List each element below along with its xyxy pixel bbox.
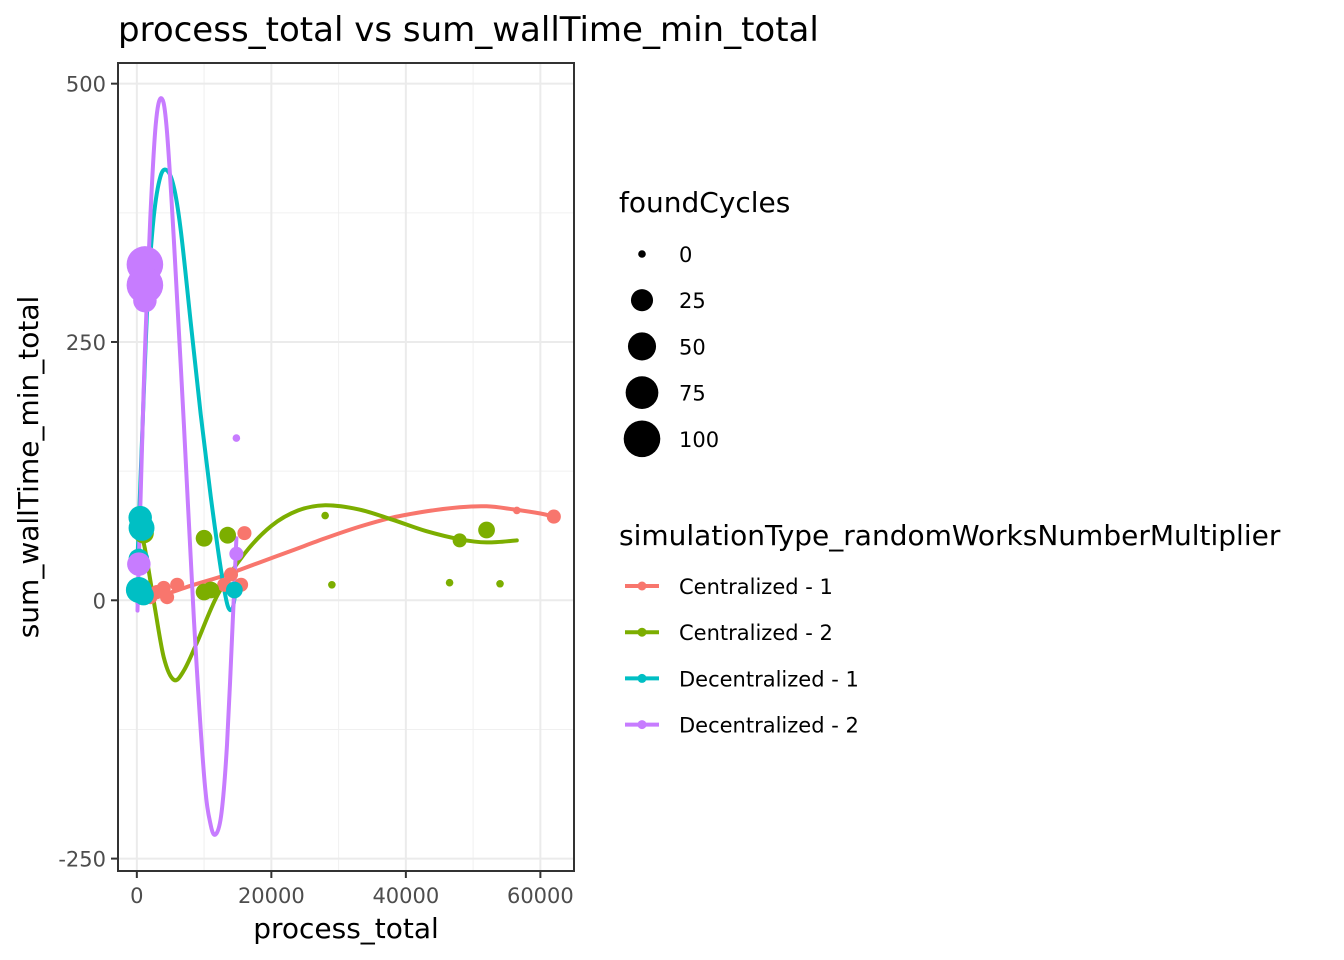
plot-border <box>117 62 575 872</box>
point-decentralized-2 <box>232 434 241 442</box>
smooth-line-centralized-1 <box>135 504 556 606</box>
size-legend-key <box>627 332 657 361</box>
color-legend-key-point <box>637 627 647 637</box>
x-tick-label: 60000 <box>507 884 574 908</box>
color-legend-key-point <box>637 720 647 730</box>
point-decentralized-1 <box>128 514 155 541</box>
color-legend-label: Centralized - 1 <box>679 575 833 599</box>
size-legend-key <box>625 376 659 409</box>
size-legend-label: 75 <box>679 382 706 406</box>
x-tick-label: 20000 <box>238 884 305 908</box>
color-legend-title: simulationType_randomWorksNumberMultipli… <box>619 519 1281 552</box>
x-tick-label: 0 <box>130 884 143 908</box>
color-legend-key-point <box>637 581 647 591</box>
point-decentralized-2 <box>133 288 157 313</box>
point-centralized-1 <box>546 509 561 524</box>
smooth-line-centralized-2 <box>135 503 519 683</box>
point-centralized-2 <box>496 579 504 588</box>
point-centralized-2 <box>195 529 213 547</box>
point-decentralized-1 <box>225 581 243 599</box>
color-legend: simulationType_randomWorksNumberMultipli… <box>619 519 1281 738</box>
point-centralized-2 <box>328 580 336 589</box>
x-tick-label: 40000 <box>372 884 439 908</box>
y-tick-label: 250 <box>66 331 106 355</box>
size-legend-label: 25 <box>679 289 706 313</box>
size-legend-title: foundCycles <box>619 186 790 219</box>
point-centralized-2 <box>321 511 329 520</box>
data-points <box>125 246 561 606</box>
y-axis-title: sum_wallTime_min_total <box>12 296 45 639</box>
y-axis-ticks: 500 250 0 -250 <box>58 73 118 872</box>
plot-panel <box>118 63 574 871</box>
y-tick-label: -250 <box>58 848 106 872</box>
color-legend-label: Centralized - 2 <box>679 621 833 645</box>
size-legend: foundCycles 0 25 50 75 100 <box>619 186 790 458</box>
size-legend-label: 0 <box>679 243 692 267</box>
point-centralized-1 <box>223 567 239 582</box>
point-centralized-1 <box>170 577 185 592</box>
color-legend-key-point <box>637 673 647 683</box>
size-legend-label: 100 <box>679 428 719 452</box>
size-legend-key <box>630 289 654 312</box>
point-centralized-2 <box>478 521 495 539</box>
point-centralized-2 <box>202 581 220 599</box>
size-legend-key <box>623 420 661 458</box>
chart-title: process_total vs sum_wallTime_min_total <box>118 10 819 50</box>
color-legend-label: Decentralized - 1 <box>679 667 859 691</box>
point-decentralized-2 <box>127 552 151 576</box>
point-centralized-2 <box>445 578 454 587</box>
point-decentralized-1 <box>133 584 154 606</box>
point-decentralized-2 <box>229 546 244 561</box>
y-tick-label: 0 <box>93 589 106 613</box>
grid <box>118 63 574 871</box>
point-centralized-1 <box>513 506 521 515</box>
point-centralized-2 <box>219 526 237 544</box>
point-centralized-1 <box>237 526 252 541</box>
x-axis-title: process_total <box>253 912 439 945</box>
x-axis-ticks: 0 20000 40000 60000 <box>130 871 574 908</box>
point-centralized-2 <box>452 533 467 548</box>
size-legend-key <box>638 250 646 258</box>
y-tick-label: 500 <box>66 73 106 97</box>
size-legend-label: 50 <box>679 335 706 359</box>
color-legend-label: Decentralized - 2 <box>679 714 859 738</box>
point-centralized-1 <box>160 590 175 605</box>
